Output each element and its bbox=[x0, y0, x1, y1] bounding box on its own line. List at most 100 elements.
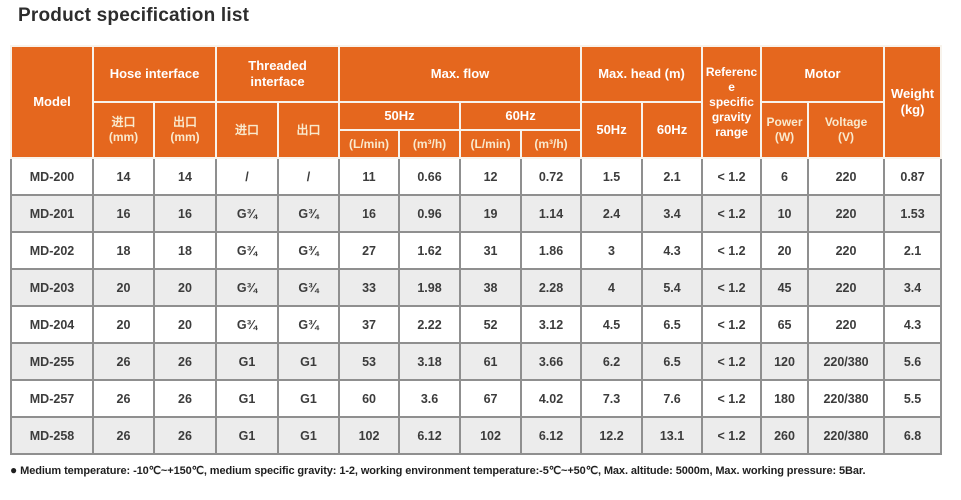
col-header-hose-inlet: 进口 (mm) bbox=[92, 101, 155, 159]
cell-flow60_m3h: 2.28 bbox=[520, 268, 583, 307]
cell-flow50_lmin: 33 bbox=[338, 268, 401, 307]
cell-flow50_m3h: 3.6 bbox=[398, 379, 462, 418]
cell-voltage_v: 220 bbox=[807, 268, 886, 307]
cell-hose_inlet: 18 bbox=[92, 231, 155, 270]
cell-hose_outlet: 20 bbox=[153, 305, 217, 344]
cell-voltage_v: 220/380 bbox=[807, 379, 886, 418]
cell-weight_kg: 1.53 bbox=[883, 194, 943, 233]
cell-hose_outlet: 18 bbox=[153, 231, 217, 270]
cell-thread_inlet: G¾ bbox=[215, 194, 279, 233]
cell-flow60_lmin: 19 bbox=[459, 194, 523, 233]
cell-weight_kg: 2.1 bbox=[883, 231, 943, 270]
cell-hose_inlet: 20 bbox=[92, 305, 155, 344]
cell-ref_gravity: < 1.2 bbox=[701, 194, 763, 233]
cell-head60: 7.6 bbox=[641, 379, 704, 418]
col-header-model: Model bbox=[10, 45, 94, 159]
cell-head50: 3 bbox=[580, 231, 644, 270]
cell-model: MD-257 bbox=[10, 379, 94, 418]
col-header-threaded-interface: Threaded interface bbox=[214, 45, 341, 103]
cell-flow60_lmin: 52 bbox=[459, 305, 523, 344]
cell-flow50_lmin: 102 bbox=[338, 416, 401, 455]
cell-flow50_m3h: 0.66 bbox=[398, 157, 462, 196]
bullet-icon: ● bbox=[10, 463, 18, 477]
cell-ref_gravity: < 1.2 bbox=[701, 157, 763, 196]
cell-ref_gravity: < 1.2 bbox=[701, 342, 763, 381]
col-header-thread-inlet: 进口 bbox=[215, 101, 279, 159]
cell-power_w: 65 bbox=[760, 305, 810, 344]
col-header-head-60hz: 60Hz bbox=[641, 101, 704, 159]
col-header-max-head: Max. head (m) bbox=[580, 45, 704, 103]
cell-model: MD-203 bbox=[10, 268, 94, 307]
cell-power_w: 120 bbox=[760, 342, 810, 381]
col-header-hose-interface: Hose interface bbox=[92, 45, 217, 103]
cell-flow60_m3h: 3.66 bbox=[520, 342, 583, 381]
cell-head60: 6.5 bbox=[641, 342, 704, 381]
col-header-flow-50hz: 50Hz bbox=[338, 101, 462, 131]
col-header-flow50-lmin: (L/min) bbox=[338, 129, 401, 159]
cell-flow60_m3h: 0.72 bbox=[520, 157, 583, 196]
cell-flow50_m3h: 3.18 bbox=[398, 342, 462, 381]
cell-model: MD-202 bbox=[10, 231, 94, 270]
cell-thread_outlet: G¾ bbox=[276, 305, 341, 344]
cell-head50: 7.3 bbox=[580, 379, 644, 418]
table-row: MD-202 18 18 G¾ G¾ 27 1.62 31 1.86 3 4.3 < 1.2 20 220… bbox=[10, 231, 943, 270]
cell-flow60_lmin: 61 bbox=[459, 342, 523, 381]
cell-power_w: 6 bbox=[760, 157, 810, 196]
cell-weight_kg: 4.3 bbox=[883, 305, 943, 344]
cell-head60: 2.1 bbox=[641, 157, 704, 196]
footnote: ● Medium temperature: -10℃~+150℃, medium … bbox=[10, 463, 955, 477]
cell-flow50_lmin: 27 bbox=[338, 231, 401, 270]
col-header-motor: Motor bbox=[760, 45, 886, 103]
spec-table-body: MD-200 14 14//11 0.66 12 0.72 1.5 2.1 < 1.2 6 220 0… bbox=[10, 157, 943, 455]
cell-flow50_lmin: 16 bbox=[338, 194, 401, 233]
cell-flow60_m3h: 3.12 bbox=[520, 305, 583, 344]
table-row: MD-257 26 26 G1 G1 60 3.6 67 4.02 7.3 7.6 < 1.2 180 2… bbox=[10, 379, 943, 418]
cell-power_w: 45 bbox=[760, 268, 810, 307]
cell-hose_outlet: 26 bbox=[153, 379, 217, 418]
cell-weight_kg: 5.6 bbox=[883, 342, 943, 381]
cell-thread_outlet: G¾ bbox=[276, 268, 341, 307]
cell-voltage_v: 220/380 bbox=[807, 342, 886, 381]
cell-voltage_v: 220 bbox=[807, 305, 886, 344]
cell-thread_inlet: G¾ bbox=[215, 268, 279, 307]
table-row: MD-204 20 20 G¾ G¾ 37 2.22 52 3.12 4.5 6.5 < 1.2 65 2… bbox=[10, 305, 943, 344]
col-header-power: Power (W) bbox=[760, 101, 810, 159]
cell-flow60_lmin: 31 bbox=[459, 231, 523, 270]
cell-thread_inlet: G¾ bbox=[215, 305, 279, 344]
col-header-max-flow: Max. flow bbox=[338, 45, 583, 103]
cell-thread_outlet: G1 bbox=[276, 416, 341, 455]
cell-ref_gravity: < 1.2 bbox=[701, 268, 763, 307]
table-header: Model Hose interface Threaded interface … bbox=[10, 45, 943, 159]
cell-ref_gravity: < 1.2 bbox=[701, 416, 763, 455]
col-header-hose-outlet: 出口 (mm) bbox=[153, 101, 217, 159]
cell-head50: 4.5 bbox=[580, 305, 644, 344]
cell-thread_outlet: G1 bbox=[276, 379, 341, 418]
table-row: MD-258 26 26 G1 G1 102 6.12 102 6.12 12.2 13.1 < 1.… bbox=[10, 416, 943, 455]
cell-head50: 12.2 bbox=[580, 416, 644, 455]
cell-head60: 3.4 bbox=[641, 194, 704, 233]
cell-flow50_lmin: 53 bbox=[338, 342, 401, 381]
cell-power_w: 10 bbox=[760, 194, 810, 233]
col-header-flow-60hz: 60Hz bbox=[459, 101, 583, 131]
cell-flow60_m3h: 1.14 bbox=[520, 194, 583, 233]
cell-thread_inlet: / bbox=[215, 157, 279, 196]
cell-flow50_m3h: 6.12 bbox=[398, 416, 462, 455]
cell-head60: 4.3 bbox=[641, 231, 704, 270]
cell-flow50_m3h: 1.98 bbox=[398, 268, 462, 307]
cell-model: MD-204 bbox=[10, 305, 94, 344]
cell-hose_outlet: 20 bbox=[153, 268, 217, 307]
cell-flow60_m3h: 6.12 bbox=[520, 416, 583, 455]
cell-head50: 4 bbox=[580, 268, 644, 307]
cell-model: MD-255 bbox=[10, 342, 94, 381]
cell-hose_outlet: 26 bbox=[153, 416, 217, 455]
col-header-head-50hz: 50Hz bbox=[580, 101, 644, 159]
cell-model: MD-201 bbox=[10, 194, 94, 233]
cell-thread_outlet: G¾ bbox=[276, 231, 341, 270]
cell-model: MD-200 bbox=[10, 157, 94, 196]
cell-hose_inlet: 26 bbox=[92, 416, 155, 455]
cell-voltage_v: 220 bbox=[807, 157, 886, 196]
cell-hose_outlet: 26 bbox=[153, 342, 217, 381]
cell-head50: 6.2 bbox=[580, 342, 644, 381]
cell-flow60_lmin: 67 bbox=[459, 379, 523, 418]
